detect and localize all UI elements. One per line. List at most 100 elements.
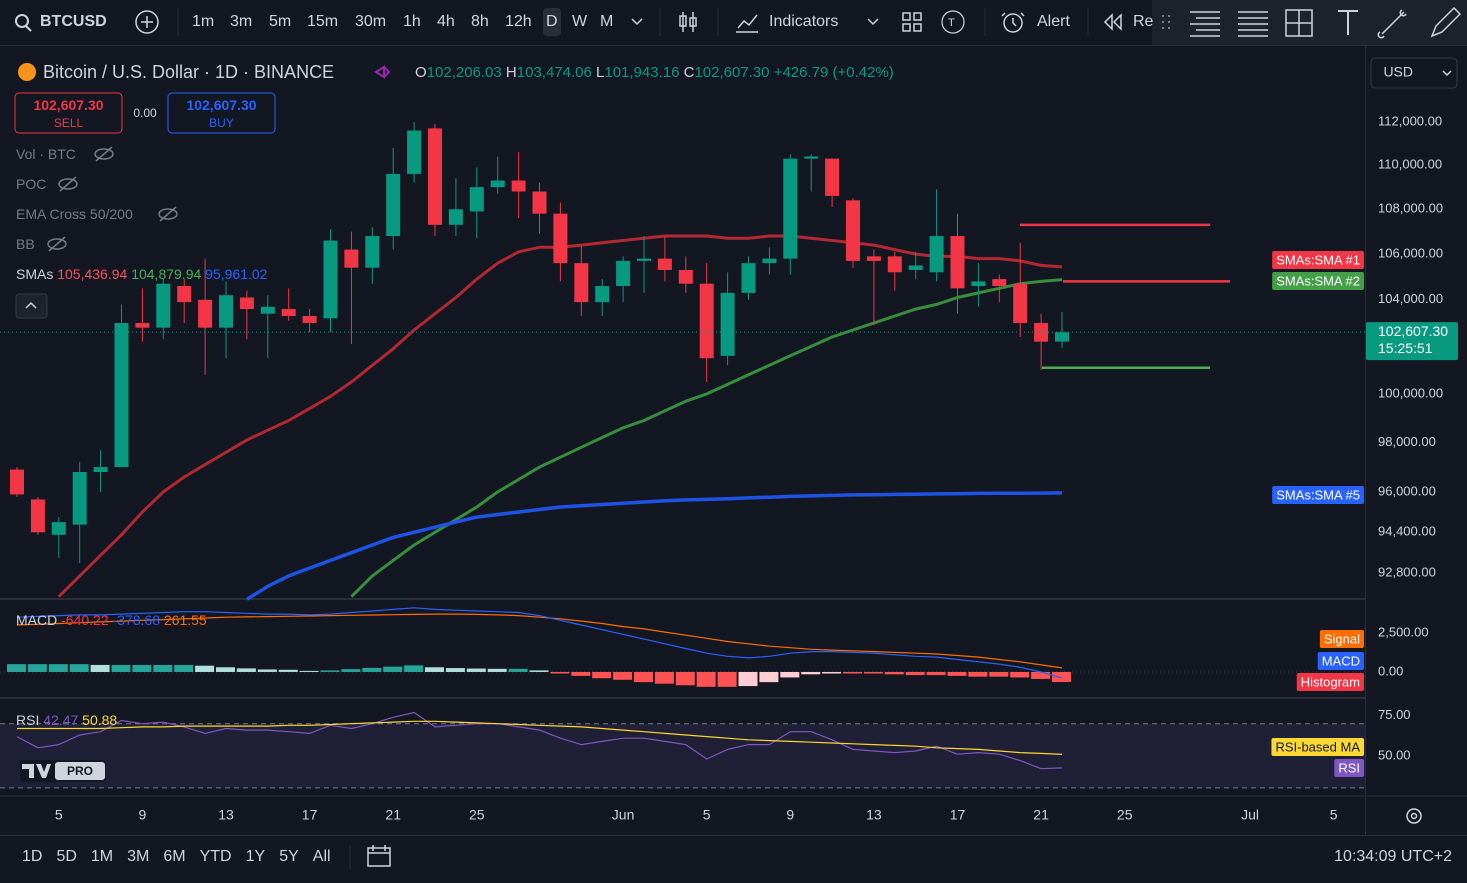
fib-tool[interactable] <box>1190 11 1220 37</box>
sell-price[interactable]: 102,607.30 <box>33 97 104 113</box>
interval[interactable]: 1h <box>403 13 421 30</box>
interval[interactable]: M <box>600 13 614 30</box>
rsi-line <box>16 711 1063 770</box>
histogram-bar <box>153 664 173 672</box>
chart-type-button[interactable] <box>679 12 697 32</box>
histogram-bar <box>550 671 570 674</box>
range-button[interactable]: 1Y <box>245 848 266 865</box>
lines-tool[interactable] <box>1238 11 1268 37</box>
interval-dropdown[interactable] <box>631 18 643 26</box>
pane-title[interactable]: RSI <box>16 712 40 728</box>
rsi-legend: RSI 42.47 50.88 <box>16 712 117 728</box>
alert-button[interactable]: Alert <box>1037 13 1070 30</box>
x-tick-label: 13 <box>218 807 234 823</box>
x-tick-label: 25 <box>469 807 485 823</box>
hidden-icon[interactable] <box>46 236 68 252</box>
histogram-bar <box>926 671 946 676</box>
date-range-button[interactable] <box>367 845 391 867</box>
y-tick-label: 92,800.00 <box>1378 565 1436 580</box>
buy-label[interactable]: BUY <box>209 116 234 130</box>
indicator-name[interactable]: Vol · BTC <box>16 146 76 162</box>
interval[interactable]: 30m <box>355 13 387 30</box>
indicators-dropdown[interactable] <box>867 18 879 26</box>
indicator-name[interactable]: SMAs <box>16 266 54 282</box>
candle-body <box>490 180 505 188</box>
currency-select[interactable] <box>1370 57 1458 89</box>
indicators-button[interactable]: Indicators <box>769 13 839 30</box>
indicator-name[interactable]: BB <box>16 236 35 252</box>
search-icon[interactable] <box>15 14 29 28</box>
histogram-bar <box>278 669 298 672</box>
hidden-icon[interactable] <box>57 176 79 192</box>
replay-icon[interactable] <box>1103 13 1122 31</box>
hidden-icon[interactable] <box>157 206 179 222</box>
interval[interactable]: 12h <box>505 13 532 30</box>
pane-title[interactable]: MACD <box>16 612 58 628</box>
range-button[interactable]: 5D <box>56 848 77 865</box>
histogram-bar <box>884 671 904 675</box>
indicator-name[interactable]: EMA Cross 50/200 <box>16 206 133 222</box>
macd-legend: MACD -640.22 -378.68 261.55 <box>16 612 207 628</box>
interval[interactable]: 15m <box>307 13 339 30</box>
histogram-bar <box>90 664 110 672</box>
interval[interactable]: 8h <box>471 13 489 30</box>
ohlc-value: 103,474.06 <box>516 64 592 81</box>
share-icon[interactable] <box>374 65 391 79</box>
candle-body <box>720 292 735 356</box>
histogram-bar <box>362 667 382 672</box>
currency-label[interactable]: USD <box>1383 64 1413 80</box>
histogram-bar <box>759 671 779 683</box>
symbol-title: Bitcoin / U.S. Dollar · 1D · BINANCE <box>43 62 335 82</box>
candle-body <box>407 130 422 174</box>
histogram-bar <box>445 668 465 672</box>
y-tick-label: 106,000.00 <box>1378 246 1443 261</box>
interval[interactable]: 5m <box>269 13 292 30</box>
clock[interactable]: 10:34:09 UTC+2 <box>1334 848 1452 865</box>
hidden-icon[interactable] <box>93 146 115 162</box>
candle-body <box>678 269 693 284</box>
indicator-name[interactable]: POC <box>16 176 47 192</box>
add-symbol-button[interactable] <box>135 10 159 34</box>
interval[interactable]: W <box>572 13 588 30</box>
replay-button[interactable]: Re <box>1133 13 1154 30</box>
buy-button[interactable] <box>167 92 276 134</box>
histogram-bar <box>383 666 403 672</box>
y-tick-label: 94,400.00 <box>1378 524 1436 539</box>
candle-body <box>574 263 589 303</box>
candle-body <box>93 467 108 473</box>
settings-icon[interactable] <box>1406 808 1422 824</box>
measure-tool[interactable] <box>1285 9 1313 37</box>
pane-value: -378.68 <box>112 612 160 628</box>
range-button[interactable]: 6M <box>163 848 186 865</box>
sell-label[interactable]: SELL <box>53 116 84 130</box>
sma-line <box>245 491 1063 601</box>
symbol[interactable]: BTCUSD <box>40 13 107 30</box>
range-button[interactable]: 1M <box>90 848 114 865</box>
text-tool[interactable] <box>1338 10 1358 35</box>
interval-active[interactable]: D <box>543 8 561 36</box>
range-button[interactable]: 3M <box>127 848 150 865</box>
range-button[interactable]: All <box>312 848 331 865</box>
interval[interactable]: 4h <box>437 13 455 30</box>
templates-button[interactable] <box>902 12 922 32</box>
trend-line-tool[interactable] <box>1377 9 1407 39</box>
interval[interactable]: 1m <box>192 13 215 30</box>
alert-icon[interactable] <box>1003 13 1023 33</box>
x-tick-label: Jul <box>1241 807 1259 823</box>
histogram-bar <box>69 664 89 672</box>
series-tag-bg <box>1319 630 1364 648</box>
buy-price[interactable]: 102,607.30 <box>186 97 257 113</box>
candle-body <box>637 258 651 261</box>
badge-button[interactable] <box>941 10 965 34</box>
range-button[interactable]: 5Y <box>279 848 299 865</box>
range-button[interactable]: YTD <box>199 848 232 865</box>
candle-body <box>511 180 526 192</box>
series-tag-text: SMAs:SMA #1 <box>1276 252 1360 267</box>
brush-tool[interactable] <box>1430 6 1462 38</box>
sell-button[interactable] <box>14 92 123 134</box>
candle-body <box>1055 332 1069 342</box>
range-button[interactable]: 1D <box>22 848 43 865</box>
collapse-legend-button[interactable] <box>15 293 48 319</box>
interval[interactable]: 3m <box>230 13 253 30</box>
indicators-icon[interactable] <box>736 14 758 33</box>
